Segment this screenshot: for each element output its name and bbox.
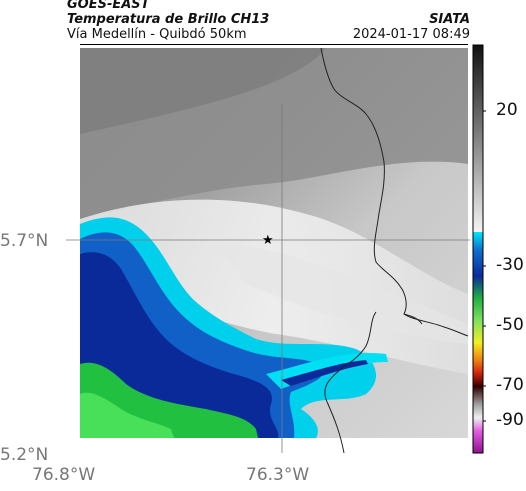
region-subtitle: Vía Medellín - Quibdó 50km: [67, 27, 247, 42]
satellite-source: GOES-EAST: [67, 0, 150, 12]
border-line-east: [403, 313, 423, 325]
colorbar-tick-label: -50: [496, 315, 524, 335]
satellite-map: ★: [66, 44, 470, 453]
colorbar-tick-label: 20: [496, 100, 518, 120]
colorbar: [472, 44, 486, 454]
colorbar-gray-section: [473, 45, 483, 232]
colorbar-color-section: [473, 232, 483, 453]
colorbar-tick-label: -70: [496, 375, 524, 395]
lat-tick-label: 5.7°N: [0, 231, 49, 251]
border-line: [320, 47, 469, 337]
colorbar-tick-label: -90: [496, 410, 524, 430]
colorbar-tick-label: -30: [496, 255, 524, 275]
border-line-south: [324, 311, 377, 453]
timestamp: 2024-01-17 08:49: [352, 27, 470, 42]
lon-tick-label: 76.8°W: [32, 465, 96, 485]
agency-label: SIATA: [429, 12, 470, 27]
product-title: Temperatura de Brillo CH13: [67, 12, 270, 27]
lon-tick-label: 76.3°W: [246, 465, 310, 485]
lat-tick-label: 5.2°N: [0, 445, 49, 465]
location-star-marker: ★: [262, 233, 274, 248]
